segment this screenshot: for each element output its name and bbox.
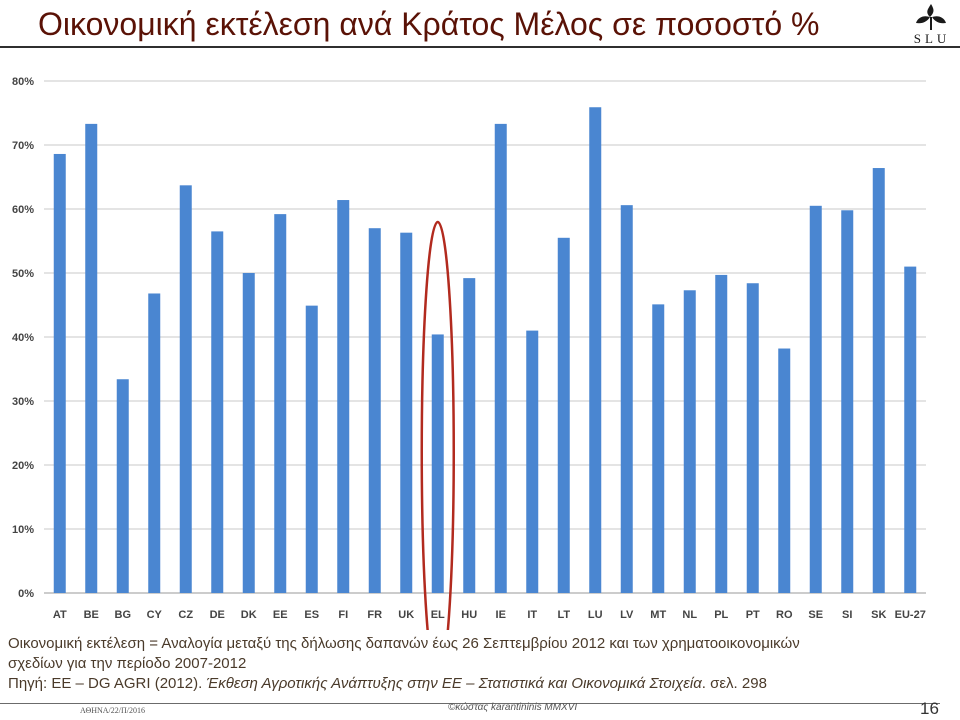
chart-bars: [53, 107, 917, 594]
x-tick-label: RO: [776, 609, 793, 621]
x-tick-label: CY: [147, 609, 163, 621]
y-tick-label: 60%: [12, 204, 34, 216]
y-tick-label: 30%: [12, 396, 34, 408]
bar-bg: [116, 379, 129, 593]
x-tick-label: ES: [304, 609, 319, 621]
footer-divider: [0, 703, 940, 704]
caption-line-2: σχεδίων για την περίοδο 2007-2012: [8, 655, 247, 672]
x-tick-label: SI: [842, 609, 852, 621]
x-tick-label: LV: [620, 609, 634, 621]
bar-chart: 0% 10% 20% 30% 40% 50% 60% 70% 80% AT BE BG CY CZ DE D…: [12, 76, 926, 630]
slide-title: Οικονομική εκτέλεση ανά Κράτος Μέλος σε …: [38, 6, 820, 42]
bar-fi: [337, 200, 350, 594]
source-line: Πηγή: ΕΕ – DG AGRI (2012). Έκθεση Αγροτι…: [8, 674, 953, 694]
bar-eu-27: [904, 266, 917, 593]
bar-cy: [148, 293, 161, 593]
bar-pl: [715, 274, 728, 593]
bar-se: [809, 205, 822, 594]
bar-it: [526, 330, 539, 593]
bar-lu: [589, 107, 602, 594]
x-tick-label: NL: [682, 609, 697, 621]
x-tick-label: SK: [871, 609, 886, 621]
x-tick-label: EL: [431, 609, 445, 621]
bar-pt: [746, 283, 759, 593]
footer-location-date: ΑΘΗΝΑ/22/Π/2016: [80, 706, 146, 715]
highlight-marker: [420, 220, 455, 630]
caption-line-1: Οικονομική εκτέλεση = Αναλογία μεταξύ τη…: [8, 635, 800, 652]
page-number: 16: [920, 699, 939, 718]
x-tick-label: IT: [527, 609, 537, 621]
x-tick-label: CZ: [178, 609, 193, 621]
bar-hu: [463, 278, 476, 593]
bar-ee: [274, 214, 287, 593]
bar-el: [431, 334, 444, 593]
source-title: Έκθεση Αγροτικής Ανάπτυξης στην ΕΕ – Στα…: [206, 675, 702, 692]
source-suffix: . σελ. 298: [701, 675, 767, 692]
bar-de: [211, 231, 224, 593]
bar-dk: [242, 273, 255, 593]
x-axis-ticks: AT BE BG CY CZ DE DK EE ES FI FR UK EL HU IE IT LT LU LV MT…: [53, 609, 926, 621]
x-tick-label: DE: [210, 609, 225, 621]
x-tick-label: LU: [588, 609, 603, 621]
x-tick-label: PT: [746, 609, 760, 621]
bar-mt: [652, 304, 665, 593]
bar-ie: [494, 123, 507, 593]
bar-si: [841, 210, 854, 593]
x-tick-label: IE: [496, 609, 506, 621]
x-tick-label: SE: [808, 609, 823, 621]
y-tick-label: 70%: [12, 140, 34, 152]
bar-sk: [872, 168, 885, 594]
x-tick-label: DK: [241, 609, 257, 621]
x-tick-label: EU-27: [895, 609, 926, 621]
y-tick-label: 10%: [12, 524, 34, 536]
x-tick-label: AT: [53, 609, 67, 621]
x-tick-label: BE: [84, 609, 99, 621]
y-tick-label: 40%: [12, 332, 34, 344]
bar-lv: [620, 205, 633, 593]
bar-be: [85, 123, 98, 593]
bar-ro: [778, 348, 791, 593]
chart-grid: [44, 80, 926, 594]
y-axis-ticks: 0% 10% 20% 30% 40% 50% 60% 70% 80%: [12, 76, 34, 600]
x-tick-label: BG: [115, 609, 132, 621]
leaf-logo-icon: [916, 4, 946, 30]
bar-es: [305, 305, 318, 593]
bar-lt: [557, 237, 570, 594]
x-tick-label: PL: [714, 609, 728, 621]
bar-uk: [400, 232, 413, 593]
bar-fr: [368, 228, 381, 593]
x-tick-label: FI: [338, 609, 348, 621]
x-tick-label: FR: [367, 609, 382, 621]
title-divider: [0, 46, 960, 48]
x-tick-label: EE: [273, 609, 288, 621]
highlight-ellipse: [420, 220, 455, 630]
footer-copyright: ©κώστας karantininis MMXVI: [448, 702, 578, 713]
caption: Οικονομική εκτέλεση = Αναλογία μεταξύ τη…: [8, 634, 953, 694]
bar-nl: [683, 290, 696, 593]
logo-text: SLU: [913, 31, 951, 46]
y-tick-label: 20%: [12, 460, 34, 472]
x-tick-label: UK: [398, 609, 414, 621]
source-prefix: Πηγή: ΕΕ – DG AGRI (2012).: [8, 675, 207, 692]
x-tick-label: HU: [461, 609, 477, 621]
x-tick-label: MT: [650, 609, 666, 621]
bar-cz: [179, 185, 192, 593]
y-tick-label: 50%: [12, 268, 34, 280]
y-tick-label: 0%: [18, 588, 34, 600]
bar-at: [53, 153, 66, 593]
y-tick-label: 80%: [12, 76, 34, 88]
x-tick-label: LT: [557, 609, 570, 621]
